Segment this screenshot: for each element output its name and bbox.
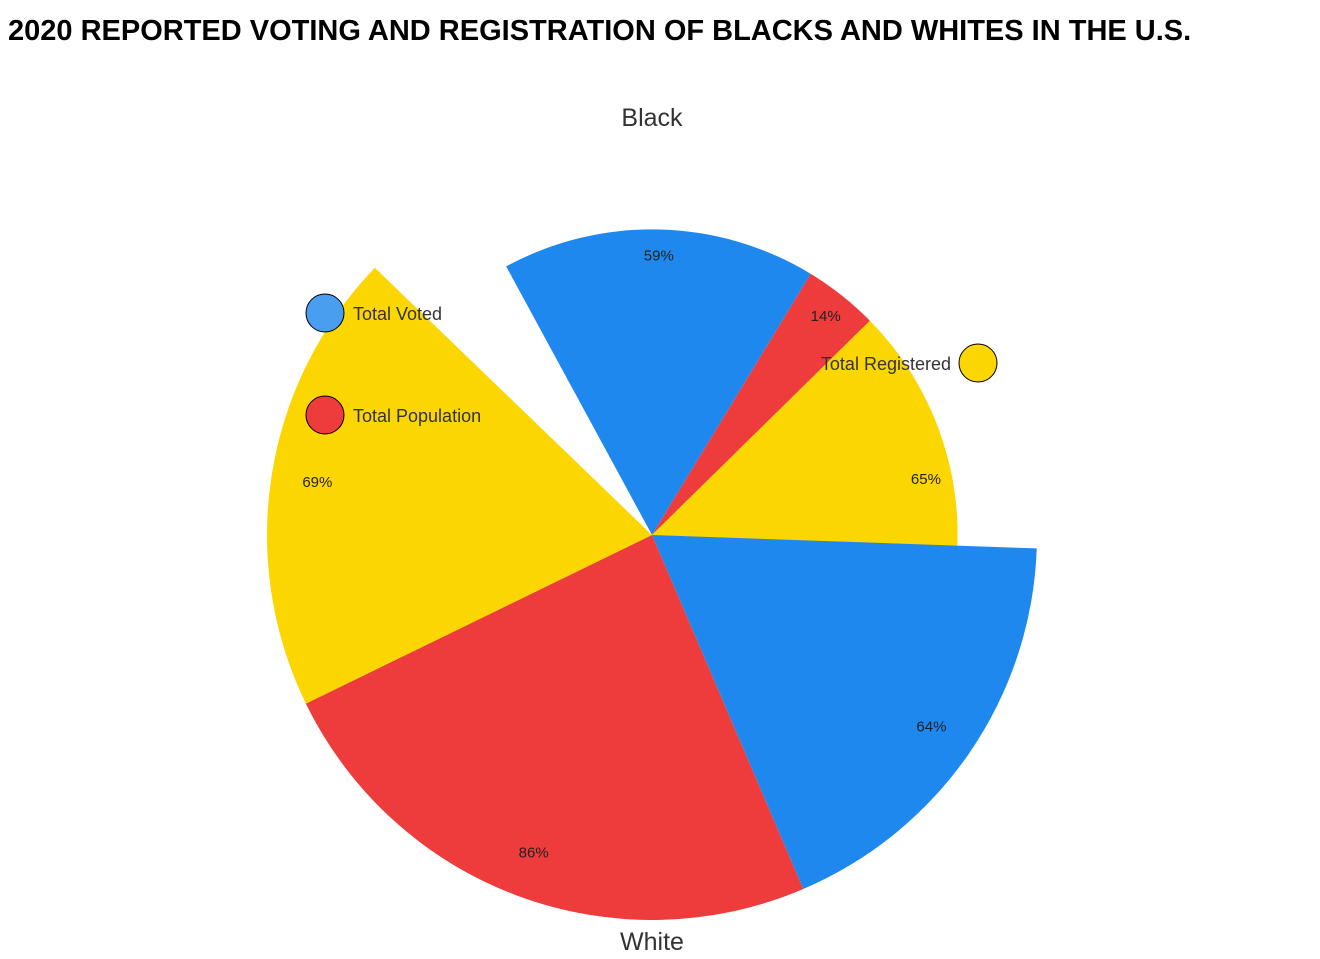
legend-label-total-registered: Total Registered [821,354,951,374]
wedge-white-total-registered [267,267,652,704]
label-black-total-registered: 65% [911,471,941,488]
wedge-black-total-population [652,273,870,535]
label-white-total-registered: 69% [302,474,332,491]
pie-wedges [267,229,1037,920]
wedge-white-total-voted [652,535,1037,890]
group-label-black: Black [621,104,683,132]
chart-title: 2020 REPORTED VOTING AND REGISTRATION OF… [8,15,1191,47]
label-white-total-voted: 64% [916,719,946,736]
legend-swatch-total-registered [958,343,998,383]
wedge-black-total-voted [506,229,811,535]
legend-item-total-registered: Total Registered [821,343,998,383]
legend-item-total-population: Total Population [305,395,481,435]
pie-percent-labels: 59% 14% 65% 64% 86% 69% [302,247,946,861]
legend-item-total-voted: Total Voted [305,293,442,333]
wedge-white-total-population [305,535,804,920]
label-black-total-population: 14% [811,308,841,325]
label-white-total-population: 86% [519,844,549,861]
legend-swatch-total-voted [305,293,345,333]
legend-label-total-population: Total Population [353,406,481,426]
group-label-white: White [620,928,684,956]
legend-swatch-total-population [305,395,345,435]
label-black-total-voted: 59% [644,247,674,264]
legend-label-total-voted: Total Voted [353,304,442,324]
legend: Total Voted Total Population Total Regis… [305,293,998,435]
